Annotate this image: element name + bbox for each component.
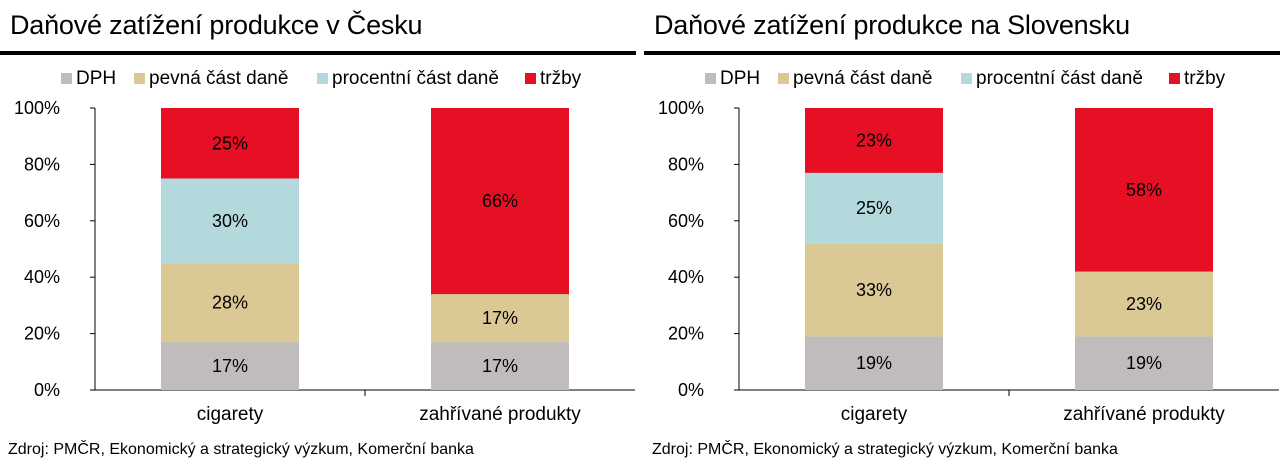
legend-swatch [1169,73,1180,84]
data-label: 23% [856,130,892,150]
bar-segment [1075,271,1213,337]
legend-swatch [705,73,716,84]
data-label: 19% [1126,353,1162,373]
data-label: 17% [482,308,518,328]
legend-swatch [778,73,789,84]
legend-label: DPH [76,68,116,89]
bar-segment [431,108,569,295]
y-tick-label: 80% [24,154,60,174]
legend-label: tržby [1184,68,1226,89]
bar-segment [161,263,299,343]
bar-segment [805,172,943,244]
data-label: 17% [212,356,248,376]
bar-segment [161,342,299,390]
data-label: 58% [1126,180,1162,200]
data-label: 33% [856,280,892,300]
category-label: cigarety [197,404,264,425]
legend-swatch [961,73,972,84]
y-tick-label: 100% [658,98,704,118]
category-label: cigarety [841,404,908,425]
bar-segment [161,108,299,179]
legend-item: procentní část daně [961,68,1143,89]
bar-segment [431,342,569,390]
y-tick-label: 100% [14,98,60,118]
data-label: 25% [212,133,248,153]
chart-title: Daňové zatížení produkce na Slovensku [654,10,1130,40]
y-tick-label: 0% [34,380,60,400]
legend-label: pevná část daně [793,68,932,89]
legend-label: DPH [720,68,760,89]
category-label: zahřívané produkty [1063,404,1225,425]
data-label: 30% [212,211,248,231]
bar-segment [805,108,943,173]
y-tick-label: 60% [24,211,60,231]
bar-segment [805,336,943,390]
y-tick-label: 60% [668,211,704,231]
legend-item: DPH [705,68,760,89]
bar-segment [1075,108,1213,272]
source-note: Zdroj: PMČR, Ekonomický a strategický vý… [8,441,474,458]
y-tick-label: 40% [24,267,60,287]
legend-item: pevná část daně [778,68,932,89]
y-tick-label: 0% [678,380,704,400]
legend-item: DPH [61,68,116,89]
stacked-bar-chart-czech: DPH pevná část daně procentní část daně trž… [14,68,635,425]
title-divider [644,51,1280,55]
legend-label: procentní část daně [332,68,499,89]
data-label: 19% [856,353,892,373]
legend-swatch [525,73,536,84]
legend-label: pevná část daně [149,68,288,89]
legend-item: tržby [525,68,582,89]
data-label: 66% [482,191,518,211]
legend-swatch [134,73,145,84]
bar-segment [1075,336,1213,390]
source-note: Zdroj: PMČR, Ekonomický a strategický vý… [652,441,1118,458]
bar-segment [805,243,943,337]
bar-segment [161,178,299,264]
legend-item: pevná část daně [134,68,288,89]
y-tick-label: 80% [668,154,704,174]
legend-label: procentní část daně [976,68,1143,89]
category-label: zahřívané produkty [419,404,581,425]
legend-item: tržby [1169,68,1226,89]
legend-swatch [61,73,72,84]
chart-title: Daňové zatížení produkce v Česku [10,10,423,40]
data-label: 25% [856,198,892,218]
legend-item: procentní část daně [317,68,499,89]
stacked-bar-chart-slovakia: DPH pevná část daně procentní část daně trž… [658,68,1279,425]
y-tick-label: 40% [668,267,704,287]
bar-segment [431,294,569,343]
legend-label: tržby [540,68,582,89]
data-label: 17% [482,356,518,376]
data-label: 23% [1126,294,1162,314]
chart-panel-czech: Daňové zatížení produkce v Česku DPH pevn… [0,0,636,472]
title-divider [0,51,636,55]
data-label: 28% [212,293,248,313]
chart-panel-slovakia: Daňové zatížení produkce na Slovensku DP… [644,0,1280,472]
y-tick-label: 20% [24,324,60,344]
y-tick-label: 20% [668,324,704,344]
legend-swatch [317,73,328,84]
